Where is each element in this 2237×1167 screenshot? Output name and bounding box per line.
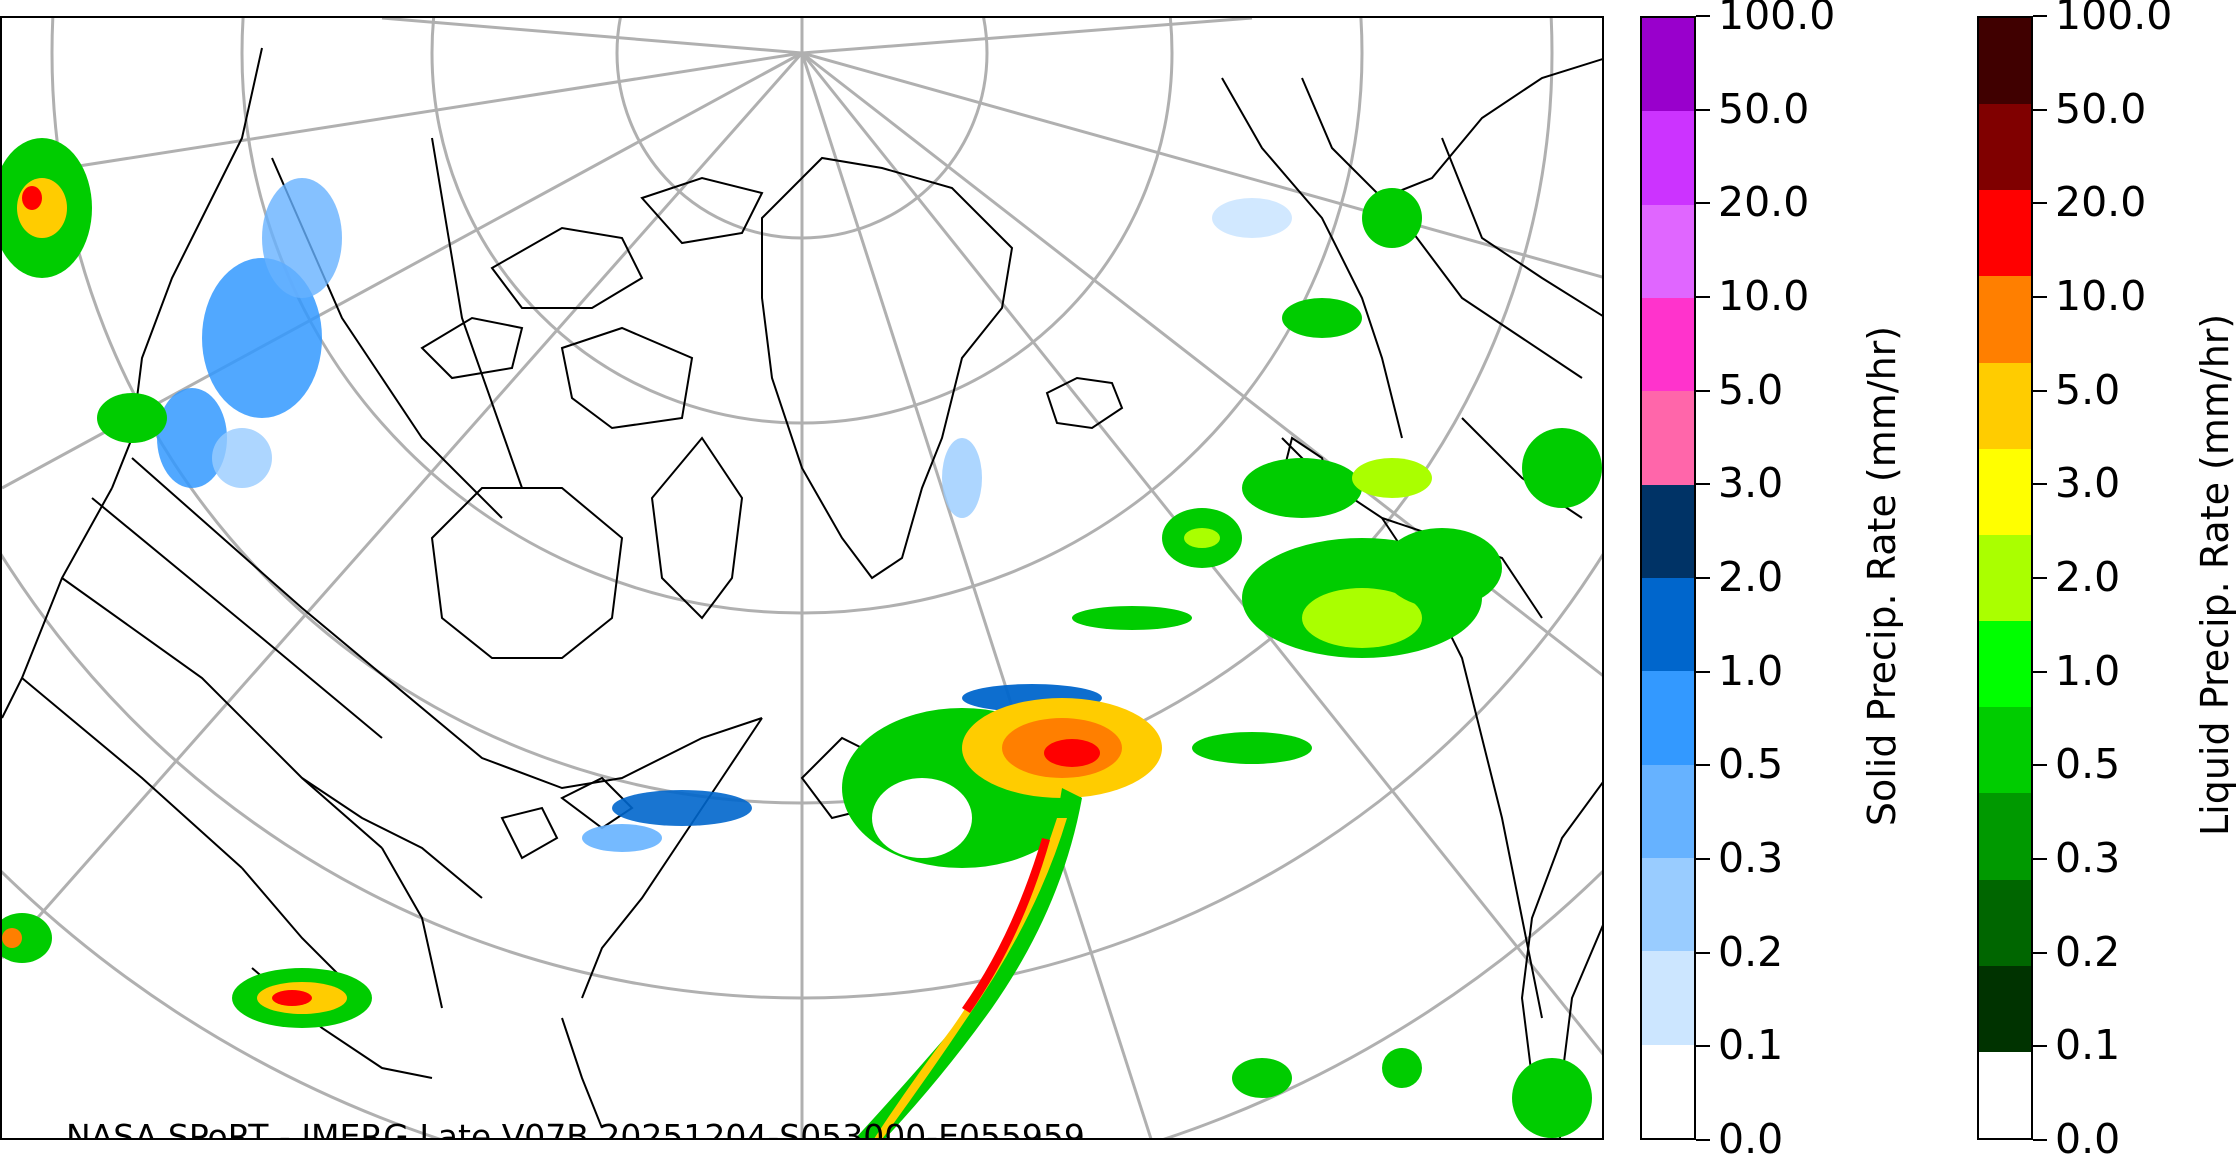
liquid-colorbar-title: Liquid Precip. Rate (mm/hr) [2193, 313, 2237, 836]
colorbar-tick [1696, 951, 1710, 954]
colorbar-segment [1979, 1051, 2031, 1138]
colorbar-tick-label: 100.0 [2055, 0, 2173, 39]
colorbar-segment [1642, 858, 1694, 952]
colorbar-tick-label: 50.0 [1718, 84, 1810, 133]
colorbar-segment [1979, 448, 2031, 535]
colorbar-tick-label: 0.2 [2055, 927, 2121, 976]
colorbar-tick-label: 100.0 [1718, 0, 1836, 39]
colorbar-tick [1696, 1139, 1710, 1141]
colorbar-tick [2033, 15, 2047, 17]
colorbar-segment [1979, 879, 2031, 966]
colorbar-segment [1642, 671, 1694, 765]
colorbar-segment [1979, 104, 2031, 191]
colorbar-tick-label: 0.1 [2055, 1021, 2121, 1070]
colorbar-segment [1979, 965, 2031, 1052]
colorbar-tick-label: 10.0 [2055, 272, 2147, 320]
colorbar-tick-label: 0.1 [1718, 1021, 1784, 1070]
colorbar-tick [2033, 1045, 2047, 1048]
precipitation-map: NASA SPoRT - IMERG Late V07B 20251204-S0… [0, 16, 1604, 1140]
colorbar-tick-label: 0.0 [1718, 1115, 1784, 1163]
colorbar-tick [2033, 108, 2047, 111]
colorbar-tick-label: 0.3 [2055, 834, 2121, 882]
colorbar-tick [2033, 670, 2047, 673]
colorbar-tick-label: 20.0 [1718, 178, 1810, 227]
colorbar-tick [1696, 858, 1710, 860]
colorbar-segment [1642, 484, 1694, 579]
colorbar-tick-label: 0.5 [1718, 740, 1784, 789]
colorbar-tick-label: 2.0 [1718, 553, 1784, 601]
colorbar-tick [1696, 15, 1710, 17]
colorbar-tick-label: 3.0 [2055, 459, 2121, 508]
colorbar-tick [1696, 389, 1710, 392]
colorbar-segment [1979, 362, 2031, 449]
colorbar-segment [1642, 204, 1694, 299]
colorbar-tick [2033, 296, 2047, 298]
colorbar-tick [1696, 296, 1710, 298]
colorbar-tick-label: 1.0 [1718, 646, 1784, 695]
colorbar-tick-label: 0.0 [2055, 1115, 2121, 1163]
colorbar-tick [2033, 483, 2047, 486]
colorbar-tick [2033, 577, 2047, 579]
colorbar-tick-label: 10.0 [1718, 272, 1810, 320]
colorbar-segment [1979, 621, 2031, 708]
colorbar-tick [1696, 577, 1710, 579]
colorbar-tick-label: 2.0 [2055, 553, 2121, 601]
colorbar-segment [1642, 1044, 1694, 1138]
solid-colorbar-title: Solid Precip. Rate (mm/hr) [1860, 325, 1904, 827]
colorbar-segment [1979, 707, 2031, 794]
colorbar-segment [1642, 391, 1694, 485]
colorbar-tick [1696, 483, 1710, 486]
colorbar-segment [1642, 764, 1694, 859]
colorbar-tick [1696, 108, 1710, 111]
colorbar-tick-label: 0.5 [2055, 740, 2121, 789]
colorbar-segment [1642, 111, 1694, 205]
colorbar-tick [1696, 1045, 1710, 1048]
colorbar-tick [2033, 951, 2047, 954]
colorbar-tick [2033, 202, 2047, 205]
colorbar-segment [1979, 534, 2031, 622]
colorbar-tick-label: 3.0 [1718, 459, 1784, 508]
colorbar-tick [2033, 1139, 2047, 1141]
colorbar-segment [1979, 276, 2031, 363]
colorbar-tick-label: 1.0 [2055, 646, 2121, 695]
colorbar-segment [1642, 18, 1694, 112]
colorbar-tick [2033, 389, 2047, 392]
liquid-precip-areas [2, 138, 1602, 1138]
solid-precip-colorbar [1640, 16, 1696, 1140]
colorbar-tick-label: 5.0 [1718, 365, 1784, 414]
colorbar-tick-label: 5.0 [2055, 365, 2121, 414]
colorbar-tick [2033, 764, 2047, 767]
colorbar-tick-label: 0.3 [1718, 834, 1784, 882]
colorbar-tick-label: 50.0 [2055, 84, 2147, 133]
solid-precip-areas [157, 178, 1292, 852]
colorbar-tick-label: 0.2 [1718, 927, 1784, 976]
colorbar-tick-label: 20.0 [2055, 178, 2147, 227]
colorbar-segment [1642, 298, 1694, 392]
colorbar-segment [1642, 951, 1694, 1045]
colorbar-segment [1979, 793, 2031, 880]
colorbar-tick [1696, 670, 1710, 673]
map-canvas [2, 18, 1602, 1138]
colorbar-segment [1642, 578, 1694, 672]
colorbar-segment [1979, 17, 2031, 105]
colorbar-tick [2033, 858, 2047, 860]
liquid-precip-colorbar [1977, 16, 2033, 1140]
colorbar-segment [1979, 190, 2031, 277]
credit-text: NASA SPoRT - IMERG Late V07B 20251204-S0… [66, 1117, 1085, 1140]
colorbar-tick [1696, 202, 1710, 205]
colorbar-tick [1696, 764, 1710, 767]
